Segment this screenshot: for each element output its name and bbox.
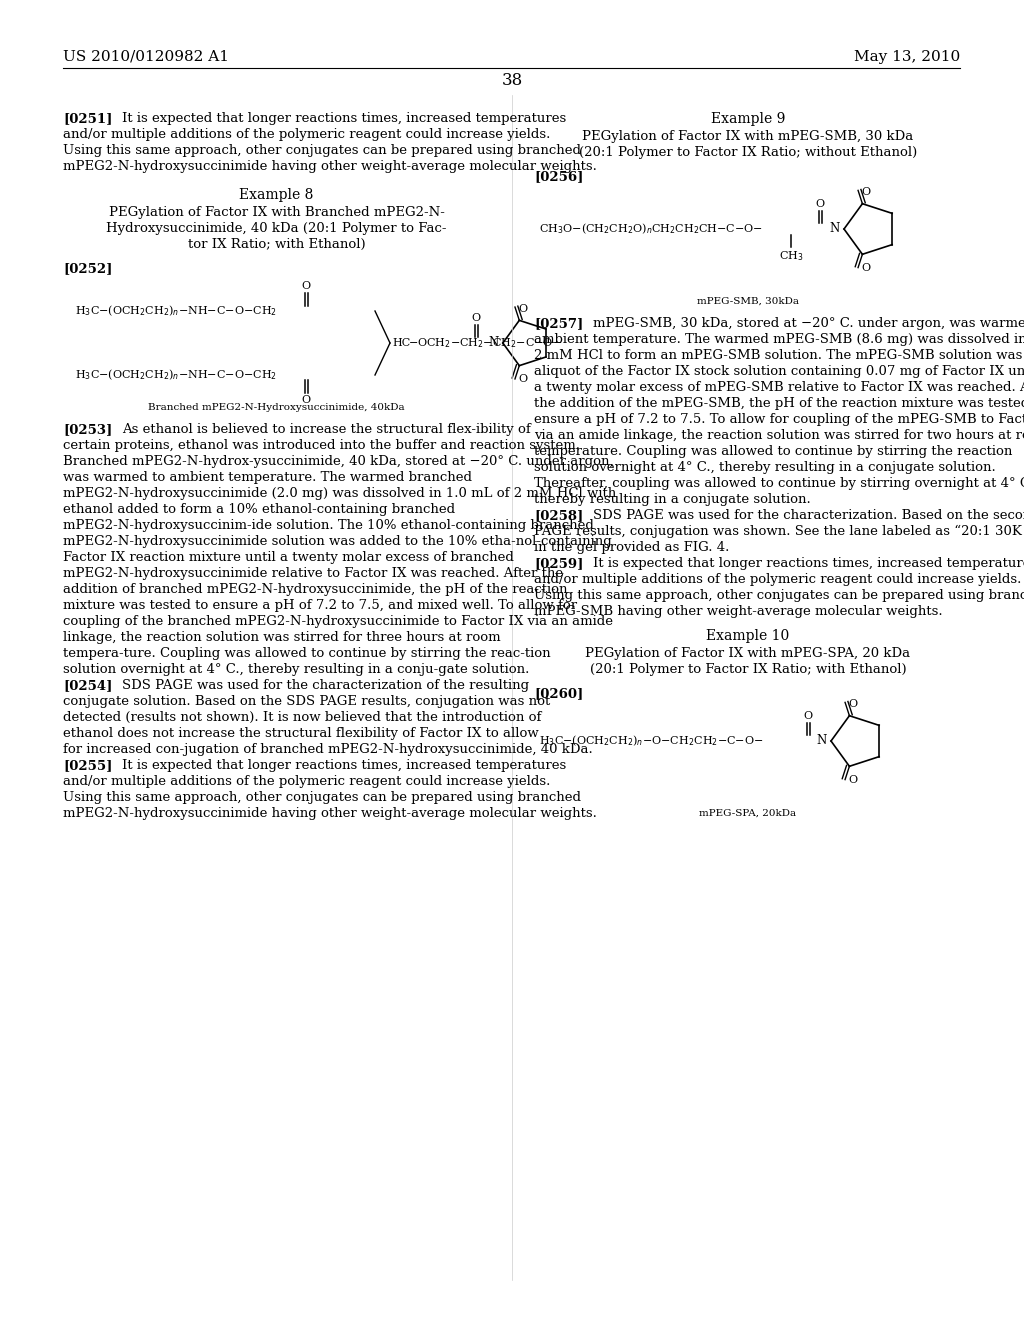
Text: detected (results not shown). It is now believed that the introduction of: detected (results not shown). It is now … [63,711,542,723]
Text: Example 10: Example 10 [707,630,790,643]
Text: coupling of the branched mPEG2-N-hydroxysuccinimide to Factor IX via an amide: coupling of the branched mPEG2-N-hydroxy… [63,615,613,628]
Text: O: O [471,313,480,323]
Text: O: O [815,199,824,209]
Text: was warmed to ambient temperature. The warmed branched: was warmed to ambient temperature. The w… [63,471,472,484]
Text: [0251]: [0251] [63,112,113,125]
Text: O: O [518,374,527,384]
Text: O: O [861,187,870,198]
Text: N: N [817,734,827,747]
Text: and/or multiple additions of the polymeric reagent could increase yields.: and/or multiple additions of the polymer… [63,128,550,141]
Text: mixture was tested to ensure a pH of 7.2 to 7.5, and mixed well. To allow for: mixture was tested to ensure a pH of 7.2… [63,599,578,612]
Text: certain proteins, ethanol was introduced into the buffer and reaction system.: certain proteins, ethanol was introduced… [63,440,580,451]
Text: in the gel provided as FIG. 4.: in the gel provided as FIG. 4. [534,541,729,554]
Text: O: O [848,700,857,709]
Text: mPEG2-N-hydroxysuccinimide (2.0 mg) was dissolved in 1.0 mL of 2 mM HCl with: mPEG2-N-hydroxysuccinimide (2.0 mg) was … [63,487,616,500]
Text: [0259]: [0259] [534,557,584,570]
Text: CH$_3$O$-$(CH$_2$CH$_2$O)$_n$CH$_2$CH$_2$CH$-$C$-$O$-$: CH$_3$O$-$(CH$_2$CH$_2$O)$_n$CH$_2$CH$_2… [539,222,763,236]
Text: [0257]: [0257] [534,317,584,330]
Text: PEGylation of Factor IX with mPEG-SMB, 30 kDa: PEGylation of Factor IX with mPEG-SMB, 3… [583,129,913,143]
Text: May 13, 2010: May 13, 2010 [854,50,961,63]
Text: tor IX Ratio; with Ethanol): tor IX Ratio; with Ethanol) [187,238,366,251]
Text: (20:1 Polymer to Factor IX Ratio; with Ethanol): (20:1 Polymer to Factor IX Ratio; with E… [590,663,906,676]
Text: ambient temperature. The warmed mPEG-SMB (8.6 mg) was dissolved in 1.0 mL of: ambient temperature. The warmed mPEG-SMB… [534,333,1024,346]
Text: thereby resulting in a conjugate solution.: thereby resulting in a conjugate solutio… [534,492,811,506]
Text: mPEG2-N-hydroxysuccinimide relative to Factor IX was reached. After the: mPEG2-N-hydroxysuccinimide relative to F… [63,568,563,579]
Text: It is expected that longer reactions times, increased temperatures: It is expected that longer reactions tim… [122,759,566,772]
Text: US 2010/0120982 A1: US 2010/0120982 A1 [63,50,229,63]
Text: SDS PAGE was used for the characterization. Based on the second SDS: SDS PAGE was used for the characterizati… [593,510,1024,521]
Text: O: O [848,775,857,784]
Text: mPEG2-N-hydroxysuccinimide having other weight-average molecular weights.: mPEG2-N-hydroxysuccinimide having other … [63,160,597,173]
Text: H$_3$C$-$(OCH$_2$CH$_2$)$_n$$-$NH$-$C$-$O$-$CH$_2$: H$_3$C$-$(OCH$_2$CH$_2$)$_n$$-$NH$-$C$-$… [75,304,278,318]
Text: 38: 38 [502,73,522,88]
Text: CH$_3$: CH$_3$ [778,249,803,263]
Text: (20:1 Polymer to Factor IX Ratio; without Ethanol): (20:1 Polymer to Factor IX Ratio; withou… [579,147,918,158]
Text: a twenty molar excess of mPEG-SMB relative to Factor IX was reached. After: a twenty molar excess of mPEG-SMB relati… [534,381,1024,393]
Text: Branched mPEG2-N-hydrox-ysuccinimide, 40 kDa, stored at −20° C. under argon,: Branched mPEG2-N-hydrox-ysuccinimide, 40… [63,455,613,469]
Text: mPEG2-N-hydroxysuccinimide having other weight-average molecular weights.: mPEG2-N-hydroxysuccinimide having other … [63,807,597,820]
Text: It is expected that longer reactions times, increased temperatures: It is expected that longer reactions tim… [122,112,566,125]
Text: As ethanol is believed to increase the structural flex-ibility of: As ethanol is believed to increase the s… [122,422,530,436]
Text: [0255]: [0255] [63,759,113,772]
Text: Example 9: Example 9 [711,112,785,125]
Text: tempera-ture. Coupling was allowed to continue by stirring the reac-tion: tempera-ture. Coupling was allowed to co… [63,647,551,660]
Text: and/or multiple additions of the polymeric reagent could increase yields.: and/or multiple additions of the polymer… [63,775,550,788]
Text: mPEG-SMB, 30kDa: mPEG-SMB, 30kDa [697,297,799,306]
Text: O: O [804,711,813,721]
Text: [0253]: [0253] [63,422,113,436]
Text: $-$OCH$_2$$-$CH$_2$$-$CH$_2$$-$C$-$O$-$: $-$OCH$_2$$-$CH$_2$$-$CH$_2$$-$C$-$O$-$ [408,337,562,350]
Text: Using this same approach, other conjugates can be prepared using branched: Using this same approach, other conjugat… [63,791,581,804]
Text: Example 8: Example 8 [240,187,313,202]
Text: O: O [518,304,527,314]
Text: O: O [861,263,870,273]
Text: conjugate solution. Based on the SDS PAGE results, conjugation was not: conjugate solution. Based on the SDS PAG… [63,696,550,708]
Text: solution overnight at 4° C., thereby resulting in a conju-gate solution.: solution overnight at 4° C., thereby res… [63,663,529,676]
Text: [0260]: [0260] [534,686,584,700]
Text: N: N [829,223,840,235]
Text: via an amide linkage, the reaction solution was stirred for two hours at room: via an amide linkage, the reaction solut… [534,429,1024,442]
Text: O: O [301,395,310,405]
Text: mPEG-SPA, 20kDa: mPEG-SPA, 20kDa [699,809,797,818]
Text: ethanol does not increase the structural flexibility of Factor IX to allow: ethanol does not increase the structural… [63,727,539,741]
Text: H$_3$C$-$(OCH$_2$CH$_2$)$_n$$-$NH$-$C$-$O$-$CH$_2$: H$_3$C$-$(OCH$_2$CH$_2$)$_n$$-$NH$-$C$-$… [75,368,278,383]
Text: solution overnight at 4° C., thereby resulting in a conjugate solution.: solution overnight at 4° C., thereby res… [534,461,995,474]
Text: SDS PAGE was used for the characterization of the resulting: SDS PAGE was used for the characterizati… [122,678,529,692]
Text: mPEG-SMB having other weight-average molecular weights.: mPEG-SMB having other weight-average mol… [534,605,943,618]
Text: Using this same approach, other conjugates can be prepared using branched: Using this same approach, other conjugat… [63,144,581,157]
Text: 2 mM HCl to form an mPEG-SMB solution. The mPEG-SMB solution was added to an: 2 mM HCl to form an mPEG-SMB solution. T… [534,348,1024,362]
Text: temperature. Coupling was allowed to continue by stirring the reaction: temperature. Coupling was allowed to con… [534,445,1013,458]
Text: linkage, the reaction solution was stirred for three hours at room: linkage, the reaction solution was stirr… [63,631,501,644]
Text: Branched mPEG2-N-Hydroxysuccinimide, 40kDa: Branched mPEG2-N-Hydroxysuccinimide, 40k… [148,403,404,412]
Text: PEGylation of Factor IX with mPEG-SPA, 20 kDa: PEGylation of Factor IX with mPEG-SPA, 2… [586,647,910,660]
Text: It is expected that longer reactions times, increased temperatures: It is expected that longer reactions tim… [593,557,1024,570]
Text: PAGE results, conjugation was shown. See the lane labeled as “20:1 30K SMB”: PAGE results, conjugation was shown. See… [534,525,1024,539]
Text: N: N [488,337,499,350]
Text: mPEG-SMB, 30 kDa, stored at −20° C. under argon, was warmed to: mPEG-SMB, 30 kDa, stored at −20° C. unde… [593,317,1024,330]
Text: HC: HC [392,338,411,348]
Text: Thereafter, coupling was allowed to continue by stirring overnight at 4° C.,: Thereafter, coupling was allowed to cont… [534,477,1024,490]
Text: aliquot of the Factor IX stock solution containing 0.07 mg of Factor IX until: aliquot of the Factor IX stock solution … [534,366,1024,378]
Text: Hydroxysuccinimide, 40 kDa (20:1 Polymer to Fac-: Hydroxysuccinimide, 40 kDa (20:1 Polymer… [106,222,446,235]
Text: O: O [301,281,310,290]
Text: ethanol added to form a 10% ethanol-containing branched: ethanol added to form a 10% ethanol-cont… [63,503,455,516]
Text: for increased con-jugation of branched mPEG2-N-hydroxysuccinimide, 40 kDa.: for increased con-jugation of branched m… [63,743,593,756]
Text: Using this same approach, other conjugates can be prepared using branched: Using this same approach, other conjugat… [534,589,1024,602]
Text: [0256]: [0256] [534,170,584,183]
Text: ensure a pH of 7.2 to 7.5. To allow for coupling of the mPEG-SMB to Factor IX: ensure a pH of 7.2 to 7.5. To allow for … [534,413,1024,426]
Text: [0258]: [0258] [534,510,584,521]
Text: mPEG2-N-hydroxysuccinimide solution was added to the 10% etha-nol-containing: mPEG2-N-hydroxysuccinimide solution was … [63,535,611,548]
Text: the addition of the mPEG-SMB, the pH of the reaction mixture was tested to: the addition of the mPEG-SMB, the pH of … [534,397,1024,411]
Text: Factor IX reaction mixture until a twenty molar excess of branched: Factor IX reaction mixture until a twent… [63,550,514,564]
Text: PEGylation of Factor IX with Branched mPEG2-N-: PEGylation of Factor IX with Branched mP… [109,206,444,219]
Text: mPEG2-N-hydroxysuccinim-ide solution. The 10% ethanol-containing branched: mPEG2-N-hydroxysuccinim-ide solution. Th… [63,519,594,532]
Text: addition of branched mPEG2-N-hydroxysuccinimide, the pH of the reaction: addition of branched mPEG2-N-hydroxysucc… [63,583,567,597]
Text: [0254]: [0254] [63,678,113,692]
Text: [0252]: [0252] [63,261,113,275]
Text: and/or multiple additions of the polymeric reagent could increase yields.: and/or multiple additions of the polymer… [534,573,1021,586]
Text: H$_3$C$-$(OCH$_2$CH$_2$)$_n$$-$O$-$CH$_2$CH$_2$$-$C$-$O$-$: H$_3$C$-$(OCH$_2$CH$_2$)$_n$$-$O$-$CH$_2… [539,734,764,748]
